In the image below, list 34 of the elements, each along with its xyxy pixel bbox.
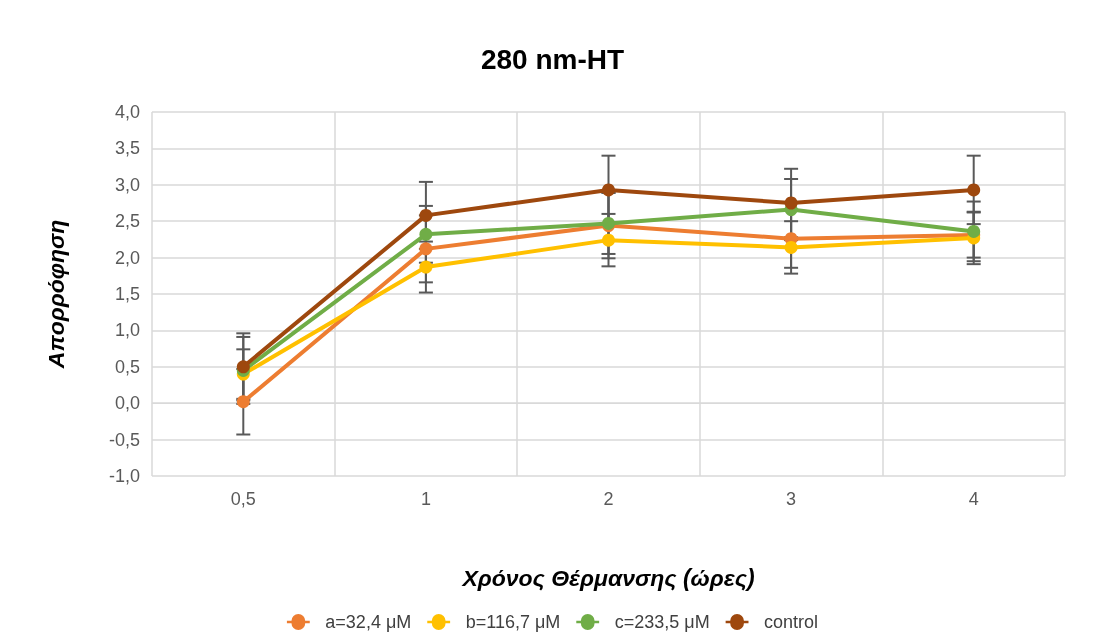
legend-label: b=116,7 μM (465, 612, 561, 632)
y-tick-label: 2,5 (114, 211, 140, 232)
x-tick-label: 1 (420, 489, 431, 509)
point (419, 242, 433, 256)
point (784, 240, 798, 254)
y-axis-title: Απορρόφηση (42, 219, 69, 370)
point (602, 233, 615, 247)
y-tick-label: 1,5 (114, 284, 140, 304)
x-tick-label: 4 (968, 489, 979, 509)
y-tick-label: -0,5 (108, 429, 140, 450)
y-tick-label: 0,0 (114, 393, 140, 414)
y-tick-label: 3,5 (114, 138, 140, 159)
legend-label: c=233,5 μM (614, 612, 710, 632)
point (602, 183, 615, 197)
x-tick-label: 2 (603, 489, 614, 509)
point (419, 260, 433, 274)
y-tick-label: 3,0 (114, 174, 140, 195)
chart-title: 280 nm-HT (480, 43, 625, 75)
y-tick-label: 0,5 (114, 356, 140, 377)
legend-label: a=32,4 μM (325, 612, 412, 632)
point (419, 208, 433, 222)
point (967, 183, 981, 197)
point (784, 196, 798, 210)
x-tick-label: 3 (786, 489, 797, 509)
x-axis-title: Χρόνος Θέρμανσης (ώρες) (460, 564, 755, 591)
point (419, 227, 433, 241)
point (967, 224, 981, 238)
y-tick-label: 2,0 (114, 247, 140, 268)
legend-label: control (764, 612, 819, 632)
y-tick-label: 4,0 (114, 102, 140, 122)
point (236, 395, 250, 409)
y-tick-label: 1,0 (114, 320, 140, 341)
y-tick-label: -1,0 (108, 466, 140, 486)
x-tick-label: 0,5 (230, 489, 256, 509)
